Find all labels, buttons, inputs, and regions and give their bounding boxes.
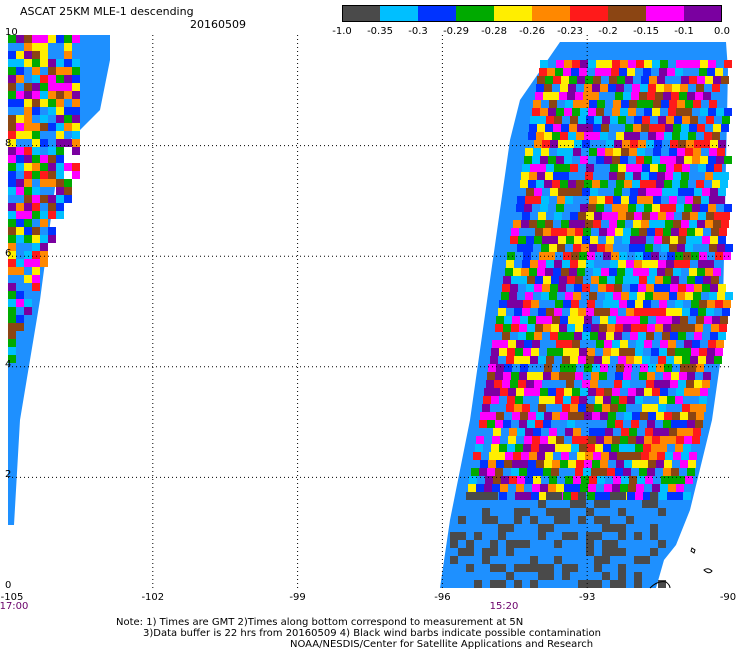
- lon-label: -102: [141, 592, 165, 603]
- note-line-3: NOAA/NESDIS/Center for Satellite Applica…: [290, 639, 594, 650]
- colorbar-label: 0.0: [714, 26, 730, 37]
- colorbar-label: -0.3: [408, 26, 428, 37]
- colorbar-swatch: [646, 5, 684, 22]
- lat-label: 0: [5, 580, 12, 591]
- colorbar-swatch: [532, 5, 570, 22]
- coastline: [649, 547, 713, 589]
- lon-label: -99: [289, 592, 306, 603]
- colorbar-label: -0.1: [674, 26, 694, 37]
- colorbar-swatch: [494, 5, 532, 22]
- colorbar-label: -0.28: [481, 26, 507, 37]
- colorbar-swatch: [380, 5, 418, 22]
- note-line-2: 3)Data buffer is 22 hrs from 20160509 4)…: [143, 628, 601, 639]
- colorbar-swatch: [456, 5, 494, 22]
- swath-layer: [8, 35, 733, 588]
- colorbar-label: -0.29: [443, 26, 469, 37]
- colorbar-label: -0.2: [598, 26, 618, 37]
- colorbar-swatch: [418, 5, 456, 22]
- lon-label: -105: [0, 592, 24, 603]
- lat-label: 2: [5, 469, 12, 481]
- lat-label: 4: [5, 358, 12, 370]
- note-line-1: Note: 1) Times are GMT 2)Times along bot…: [116, 617, 524, 628]
- lon-label: -90: [719, 592, 737, 603]
- lon-label: -93: [579, 592, 596, 603]
- colorbar-swatch: [684, 5, 722, 22]
- lat-label: 10: [5, 27, 18, 38]
- colorbar-label: -1.0: [332, 26, 352, 37]
- colorbar-swatch: [570, 5, 608, 22]
- lat-label: 6: [5, 248, 12, 260]
- map-date: 20160509: [190, 18, 246, 31]
- colorbar-swatch: [608, 5, 646, 22]
- colorbar-label: -0.26: [519, 26, 545, 37]
- colorbar-outline: [342, 5, 722, 22]
- time-label-2: 15:20: [489, 601, 519, 612]
- lon-label: -96: [434, 592, 451, 603]
- colorbar-label: -0.15: [633, 26, 659, 37]
- graticule: [8, 35, 732, 588]
- colorbar-label: -0.35: [367, 26, 393, 37]
- time-label-1: 17:00: [0, 601, 29, 612]
- colorbar-label: -0.23: [557, 26, 583, 37]
- map-title: ASCAT 25KM MLE-1 descending: [20, 5, 194, 18]
- colorbar-swatch: [342, 5, 380, 22]
- lat-label: 8: [5, 137, 12, 149]
